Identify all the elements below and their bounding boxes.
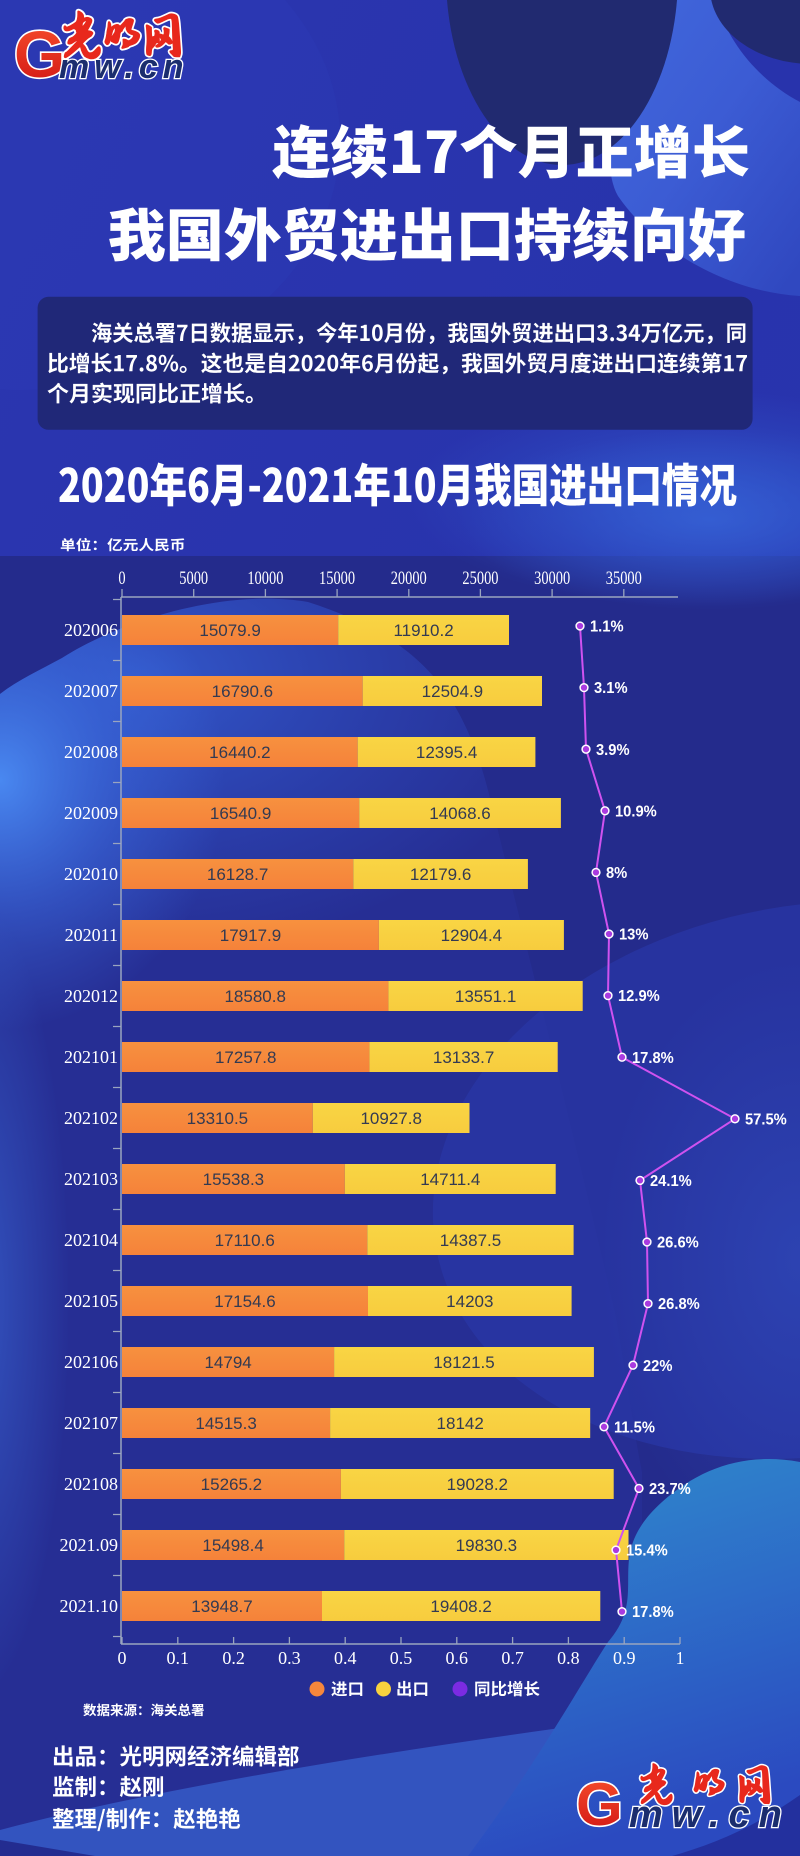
svg-text:0.7: 0.7 bbox=[501, 1648, 524, 1668]
svg-text:17.8%: 17.8% bbox=[632, 1049, 674, 1066]
svg-text:0.3: 0.3 bbox=[278, 1648, 301, 1668]
svg-text:13310.5: 13310.5 bbox=[187, 1109, 248, 1128]
svg-text:14711.4: 14711.4 bbox=[420, 1170, 480, 1189]
svg-text:mw.cn: mw.cn bbox=[59, 48, 189, 86]
svg-text:0: 0 bbox=[118, 567, 125, 588]
svg-text:18142: 18142 bbox=[437, 1414, 484, 1433]
svg-text:1.1%: 1.1% bbox=[590, 618, 624, 635]
svg-text:202102: 202102 bbox=[64, 1108, 118, 1128]
svg-text:12504.9: 12504.9 bbox=[422, 682, 483, 701]
svg-text:8%: 8% bbox=[606, 865, 628, 882]
svg-text:3.1%: 3.1% bbox=[594, 680, 628, 697]
svg-text:26.6%: 26.6% bbox=[657, 1234, 699, 1251]
svg-text:2021.09: 2021.09 bbox=[60, 1535, 119, 1555]
svg-text:13948.7: 13948.7 bbox=[191, 1597, 252, 1616]
svg-text:0: 0 bbox=[118, 1648, 127, 1668]
svg-text:G: G bbox=[14, 17, 65, 91]
svg-text:30000: 30000 bbox=[534, 567, 570, 588]
svg-text:202007: 202007 bbox=[64, 681, 118, 701]
svg-text:10.9%: 10.9% bbox=[615, 803, 657, 820]
svg-text:15000: 15000 bbox=[319, 567, 355, 588]
svg-text:14515.3: 14515.3 bbox=[195, 1414, 256, 1433]
svg-text:202006: 202006 bbox=[64, 620, 118, 640]
svg-text:202103: 202103 bbox=[64, 1169, 118, 1189]
svg-text:10000: 10000 bbox=[247, 567, 283, 588]
svg-text:14068.6: 14068.6 bbox=[429, 804, 490, 823]
svg-text:17917.9: 17917.9 bbox=[220, 926, 281, 945]
svg-text:16540.9: 16540.9 bbox=[210, 804, 271, 823]
svg-text:0.2: 0.2 bbox=[222, 1648, 245, 1668]
svg-text:13133.7: 13133.7 bbox=[433, 1048, 494, 1067]
svg-text:202105: 202105 bbox=[64, 1291, 118, 1311]
svg-text:5000: 5000 bbox=[179, 567, 208, 588]
svg-text:35000: 35000 bbox=[606, 567, 642, 588]
svg-text:12904.4: 12904.4 bbox=[441, 926, 502, 945]
svg-text:17.8%: 17.8% bbox=[632, 1604, 674, 1621]
svg-text:16790.6: 16790.6 bbox=[212, 682, 273, 701]
svg-text:202101: 202101 bbox=[64, 1047, 118, 1067]
svg-text:22%: 22% bbox=[643, 1357, 673, 1374]
svg-text:202009: 202009 bbox=[64, 803, 118, 823]
svg-text:0.8: 0.8 bbox=[557, 1648, 580, 1668]
svg-text:202106: 202106 bbox=[64, 1352, 118, 1372]
svg-text:19028.2: 19028.2 bbox=[447, 1475, 508, 1494]
svg-text:17110.6: 17110.6 bbox=[215, 1231, 275, 1250]
svg-text:202104: 202104 bbox=[64, 1230, 118, 1250]
svg-text:0.4: 0.4 bbox=[334, 1648, 357, 1668]
svg-text:3.9%: 3.9% bbox=[596, 741, 630, 758]
svg-text:202008: 202008 bbox=[64, 742, 118, 762]
svg-text:26.8%: 26.8% bbox=[658, 1296, 700, 1313]
svg-text:17257.8: 17257.8 bbox=[215, 1048, 276, 1067]
svg-text:0.6: 0.6 bbox=[446, 1648, 469, 1668]
svg-text:18121.5: 18121.5 bbox=[433, 1353, 494, 1372]
svg-text:13%: 13% bbox=[619, 926, 649, 943]
svg-text:15538.3: 15538.3 bbox=[203, 1170, 264, 1189]
svg-text:14387.5: 14387.5 bbox=[440, 1231, 501, 1250]
svg-text:19408.2: 19408.2 bbox=[430, 1597, 491, 1616]
svg-text:14794: 14794 bbox=[204, 1353, 251, 1372]
svg-text:16440.2: 16440.2 bbox=[209, 743, 270, 762]
svg-text:14203: 14203 bbox=[446, 1292, 493, 1311]
svg-text:12.9%: 12.9% bbox=[618, 988, 660, 1005]
svg-text:25000: 25000 bbox=[462, 567, 498, 588]
svg-text:15079.9: 15079.9 bbox=[199, 621, 260, 640]
svg-text:15265.2: 15265.2 bbox=[201, 1475, 262, 1494]
svg-text:13551.1: 13551.1 bbox=[455, 987, 516, 1006]
svg-text:G: G bbox=[576, 1771, 623, 1838]
svg-text:202012: 202012 bbox=[64, 986, 118, 1006]
svg-text:18580.8: 18580.8 bbox=[224, 987, 285, 1006]
svg-text:202011: 202011 bbox=[65, 925, 118, 945]
svg-text:11910.2: 11910.2 bbox=[393, 621, 453, 640]
svg-text:mw.cn: mw.cn bbox=[629, 1794, 791, 1836]
svg-text:57.5%: 57.5% bbox=[745, 1111, 787, 1128]
svg-text:10927.8: 10927.8 bbox=[360, 1109, 421, 1128]
svg-text:11.5%: 11.5% bbox=[614, 1419, 655, 1436]
svg-text:0.9: 0.9 bbox=[613, 1648, 636, 1668]
svg-text:1: 1 bbox=[676, 1648, 685, 1668]
svg-text:17154.6: 17154.6 bbox=[214, 1292, 275, 1311]
svg-text:202108: 202108 bbox=[64, 1474, 118, 1494]
svg-text:0.5: 0.5 bbox=[390, 1648, 413, 1668]
svg-text:12395.4: 12395.4 bbox=[416, 743, 477, 762]
svg-text:20000: 20000 bbox=[391, 567, 427, 588]
svg-text:24.1%: 24.1% bbox=[650, 1173, 692, 1190]
svg-text:202010: 202010 bbox=[64, 864, 118, 884]
svg-text:0.1: 0.1 bbox=[167, 1648, 190, 1668]
svg-text:23.7%: 23.7% bbox=[649, 1481, 691, 1498]
svg-text:15.4%: 15.4% bbox=[626, 1542, 668, 1559]
svg-text:15498.4: 15498.4 bbox=[202, 1536, 263, 1555]
svg-text:202107: 202107 bbox=[64, 1413, 118, 1433]
svg-text:16128.7: 16128.7 bbox=[207, 865, 268, 884]
svg-text:19830.3: 19830.3 bbox=[456, 1536, 517, 1555]
svg-text:12179.6: 12179.6 bbox=[410, 865, 471, 884]
svg-text:2021.10: 2021.10 bbox=[60, 1596, 119, 1616]
